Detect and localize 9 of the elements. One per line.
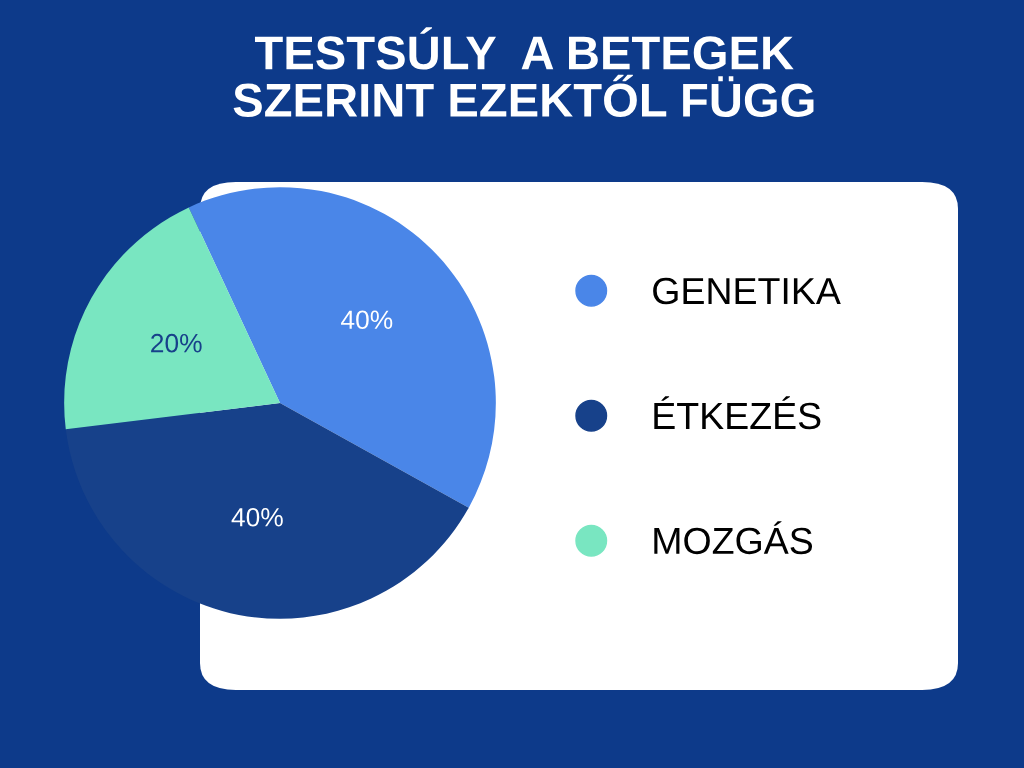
legend-label: MOZGÁS xyxy=(654,521,813,555)
chart-title: TESTSÚLY A BETEGEK SZERINT EZEKTŐL FÜGG xyxy=(233,27,814,118)
pie-slice xyxy=(65,403,469,619)
legend-label: GENETIKA xyxy=(653,277,841,305)
data-label: 40% xyxy=(231,507,283,527)
data-label: 40% xyxy=(341,310,393,330)
legend-label: ÉTKEZÉS xyxy=(654,396,821,430)
data-label: 20% xyxy=(151,333,202,353)
pie-slice xyxy=(64,207,280,430)
